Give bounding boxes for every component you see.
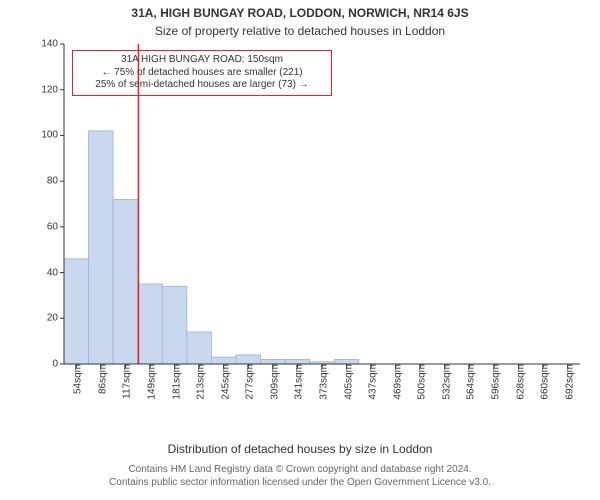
x-tick-label: 437sqm <box>364 364 379 400</box>
source-attribution: Contains HM Land Registry data © Crown c… <box>0 464 600 489</box>
x-tick-label: 309sqm <box>265 364 280 400</box>
annotation-line: 25% of semi-detached houses are larger (… <box>95 79 308 90</box>
y-tick-label: 60 <box>47 221 64 232</box>
annotation-box: 31A HIGH BUNGAY ROAD: 150sqm ← 75% of det… <box>72 50 332 96</box>
figure: { "titles": { "line1": "31A, HIGH BUNGAY… <box>0 0 600 500</box>
histogram-bar <box>236 355 261 364</box>
y-tick-label: 40 <box>47 267 64 278</box>
source-line2: Contains public sector information licen… <box>109 477 491 488</box>
x-tick-label: 373sqm <box>315 364 330 400</box>
x-tick-label: 86sqm <box>93 364 108 394</box>
x-tick-label: 149sqm <box>143 364 158 400</box>
y-tick-label: 80 <box>47 176 64 187</box>
y-tick-label: 20 <box>47 313 64 324</box>
x-tick-label: 532sqm <box>437 364 452 400</box>
x-tick-label: 277sqm <box>241 364 256 400</box>
y-tick-label: 0 <box>52 359 64 370</box>
annotation-line: 31A HIGH BUNGAY ROAD: 150sqm <box>121 54 283 65</box>
histogram-bar <box>187 332 212 364</box>
y-tick-label: 100 <box>41 130 64 141</box>
plot-area: 02040608010012014054sqm86sqm117sqm149sqm… <box>64 44 580 364</box>
chart-title-line1: 31A, HIGH BUNGAY ROAD, LODDON, NORWICH, … <box>0 6 600 20</box>
x-tick-label: 117sqm <box>118 364 133 399</box>
chart-title-line2: Size of property relative to detached ho… <box>0 24 600 38</box>
x-tick-label: 245sqm <box>216 364 231 400</box>
x-tick-label: 54sqm <box>69 364 84 394</box>
annotation-line: ← 75% of detached houses are smaller (22… <box>101 67 302 78</box>
x-tick-label: 181sqm <box>167 364 182 400</box>
x-tick-label: 564sqm <box>462 364 477 400</box>
x-tick-label: 405sqm <box>339 364 354 400</box>
x-axis-label: Distribution of detached houses by size … <box>0 442 600 456</box>
source-line1: Contains HM Land Registry data © Crown c… <box>128 464 471 475</box>
histogram-bar <box>211 357 236 364</box>
histogram-bar <box>113 199 138 364</box>
x-tick-label: 596sqm <box>487 364 502 400</box>
y-tick-label: 140 <box>41 39 64 50</box>
x-tick-label: 660sqm <box>536 364 551 400</box>
x-tick-label: 469sqm <box>388 364 403 400</box>
x-tick-label: 500sqm <box>413 364 428 400</box>
histogram-bar <box>138 284 163 364</box>
histogram-bar <box>64 259 89 364</box>
x-tick-label: 628sqm <box>511 364 526 400</box>
x-tick-label: 692sqm <box>560 364 575 400</box>
y-tick-label: 120 <box>41 84 64 95</box>
x-tick-label: 341sqm <box>290 364 305 400</box>
histogram-bar <box>162 286 187 364</box>
x-tick-label: 213sqm <box>192 364 207 400</box>
histogram-bar <box>89 131 114 364</box>
